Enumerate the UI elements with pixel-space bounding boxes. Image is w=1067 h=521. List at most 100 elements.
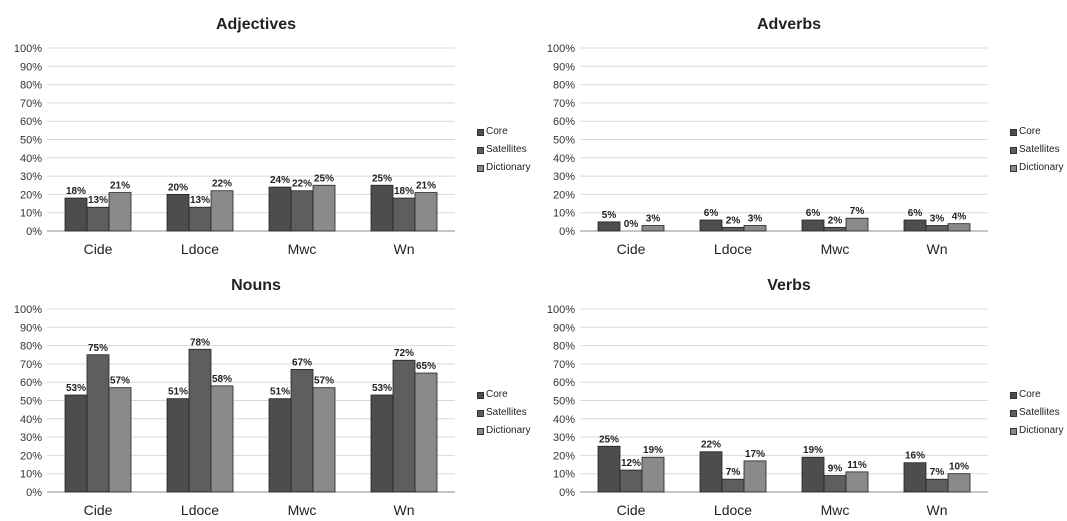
legend-swatch <box>477 409 484 417</box>
bar-dictionary-wn <box>947 223 971 232</box>
legend-item-dictionary: Dictionary <box>1010 422 1063 440</box>
x-tick-label: Wn <box>394 241 415 257</box>
bar-dictionary-mwc <box>312 387 336 493</box>
legend-item-dictionary: Dictionary <box>1010 159 1063 177</box>
y-tick-label: 30% <box>553 432 575 444</box>
x-tick-label: Ldoce <box>181 241 219 257</box>
y-tick-label: 70% <box>20 98 42 110</box>
bar-satellites-mwc <box>290 368 314 493</box>
y-tick-label: 10% <box>553 469 575 481</box>
data-label: 13% <box>190 195 210 206</box>
x-tick-label: Cide <box>84 502 113 518</box>
legend-label: Core <box>486 389 508 400</box>
data-label: 21% <box>110 181 130 192</box>
bar-core-mwc <box>801 219 825 232</box>
data-label: 9% <box>828 464 843 475</box>
data-label: 19% <box>803 445 823 456</box>
y-tick-label: 90% <box>20 322 42 334</box>
y-tick-label: 60% <box>553 116 575 128</box>
y-tick-label: 90% <box>553 61 575 73</box>
bar-core-wn <box>903 219 927 232</box>
data-label: 53% <box>66 383 86 394</box>
y-tick-label: 30% <box>553 171 575 183</box>
data-label: 18% <box>394 186 414 197</box>
data-label: 3% <box>646 214 661 225</box>
legend-item-dictionary: Dictionary <box>477 159 530 177</box>
data-label: 25% <box>599 434 619 445</box>
bar-dictionary-ldoce <box>210 190 234 232</box>
x-tick-label: Cide <box>617 502 646 518</box>
data-label: 17% <box>745 449 765 460</box>
bar-satellites-ldoce <box>188 206 212 232</box>
legend-swatch <box>1010 391 1017 399</box>
bar-core-mwc <box>268 186 292 232</box>
legend: Core Satellites Dictionary <box>1010 123 1063 177</box>
y-tick-label: 100% <box>14 304 42 316</box>
legend-label: Dictionary <box>486 162 531 173</box>
data-label: 25% <box>372 173 392 184</box>
chart-panel-adjectives: Adjectives 0% 10% 20% 30% 40% 50% 60% 70% 80% 90% 1… <box>0 0 533 260</box>
bar-dictionary-wn <box>947 473 971 493</box>
legend-swatch <box>1010 427 1017 435</box>
data-label: 20% <box>168 182 188 193</box>
chart-nouns: Nouns 0% 10% 20% 30% 40% 50% 60% 70% 80% 90% 100% 53… <box>14 277 455 518</box>
x-tick-label: Wn <box>927 502 948 518</box>
y-tick-label: 10% <box>20 469 42 481</box>
bar-dictionary-cide <box>641 225 665 232</box>
y-tick-label: 100% <box>547 43 575 55</box>
y-tick-label: 40% <box>553 414 575 426</box>
bar-dictionary-wn <box>414 192 438 232</box>
x-tick-label: Ldoce <box>714 502 752 518</box>
x-tick-label: Mwc <box>821 241 850 257</box>
data-label: 6% <box>704 208 719 219</box>
bar-satellites-wn <box>392 197 416 232</box>
bar-core-mwc <box>268 398 292 493</box>
bar-dictionary-ldoce <box>743 225 767 232</box>
bar-core-cide <box>597 221 621 232</box>
bar-dictionary-cide <box>108 192 132 232</box>
y-tick-label: 20% <box>553 450 575 462</box>
y-tick-label: 10% <box>553 208 575 220</box>
bar-satellites-wn <box>925 225 949 232</box>
chart-adverbs: Adverbs 0% 10% 20% 30% 40% 50% 60% 70% 80% 90% 100%… <box>547 16 988 257</box>
y-tick-label: 20% <box>20 189 42 201</box>
y-tick-label: 90% <box>20 61 42 73</box>
x-tick-label: Ldoce <box>181 502 219 518</box>
data-label: 6% <box>908 208 923 219</box>
y-tick-label: 100% <box>547 304 575 316</box>
legend-label: Dictionary <box>1019 425 1064 436</box>
chart-panel-adverbs: Adverbs 0% 10% 20% 30% 40% 50% 60% 70% 80% 90% 100%… <box>533 0 1066 260</box>
bar-core-cide <box>64 394 88 493</box>
bar-satellites-cide <box>86 354 110 493</box>
y-tick-label: 20% <box>553 189 575 201</box>
legend-item-core: Core <box>477 123 530 141</box>
legend: Core Satellites Dictionary <box>477 123 530 177</box>
chart-panel-nouns: Nouns 0% 10% 20% 30% 40% 50% 60% 70% 80% 90% 100% 53… <box>0 261 533 521</box>
bar-core-cide <box>64 197 88 232</box>
data-label: 22% <box>292 179 312 190</box>
y-tick-label: 50% <box>20 396 42 408</box>
data-label: 12% <box>621 458 641 469</box>
bar-dictionary-wn <box>414 372 438 493</box>
y-tick-label: 0% <box>26 226 42 238</box>
data-label: 57% <box>314 376 334 387</box>
y-tick-label: 40% <box>553 153 575 165</box>
data-label: 2% <box>726 215 741 226</box>
y-tick-label: 0% <box>559 487 575 499</box>
legend-swatch <box>477 391 484 399</box>
legend-swatch <box>1010 146 1017 154</box>
legend-label: Satellites <box>1019 407 1060 418</box>
bar-core-mwc <box>801 456 825 493</box>
y-tick-label: 40% <box>20 153 42 165</box>
legend-item-dictionary: Dictionary <box>477 422 530 440</box>
y-tick-label: 10% <box>20 208 42 220</box>
legend-label: Dictionary <box>486 425 531 436</box>
x-tick-label: Mwc <box>288 502 317 518</box>
data-label: 51% <box>168 387 188 398</box>
legend-label: Core <box>486 126 508 137</box>
y-tick-label: 0% <box>26 487 42 499</box>
legend-item-core: Core <box>1010 386 1063 404</box>
legend-item-core: Core <box>1010 123 1063 141</box>
bar-satellites-ldoce <box>721 226 745 232</box>
